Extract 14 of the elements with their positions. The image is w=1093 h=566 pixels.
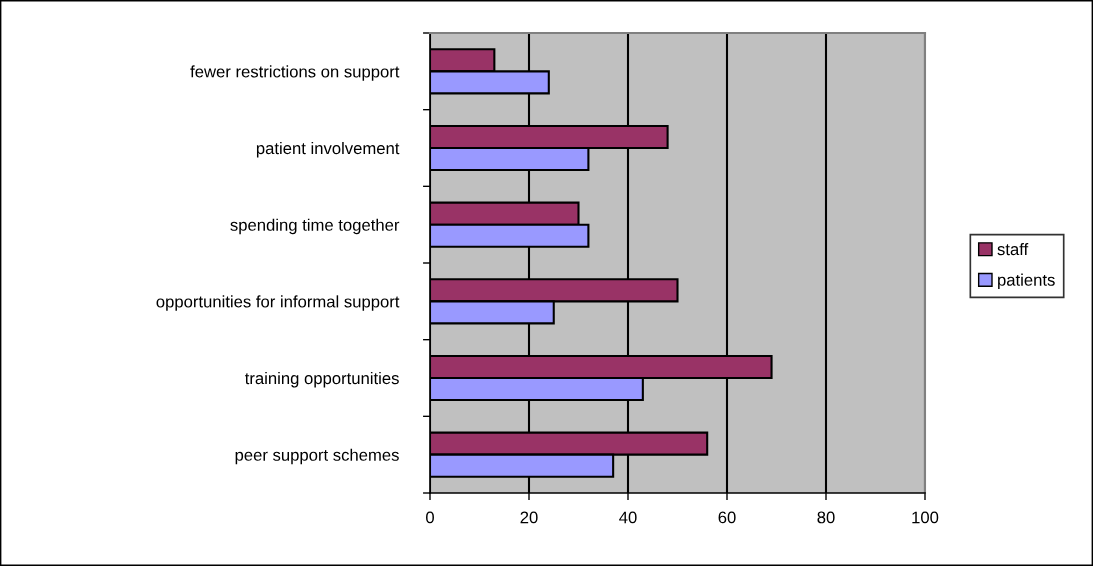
x-tick-label: 20 [520, 511, 538, 524]
x-tick-label: 80 [817, 511, 835, 524]
y-tick-label: peer support schemes [235, 448, 399, 465]
x-tick-label: 0 [426, 511, 434, 524]
x-tick-label: 60 [718, 511, 736, 524]
y-tick-label: opportunities for informal support [156, 295, 400, 311]
y-tick-label: training opportunities [244, 371, 399, 388]
y-tick-label: fewer restrictions on support [190, 65, 400, 81]
legend-label: patients [998, 273, 1055, 290]
x-tick-label: 40 [619, 511, 637, 524]
y-tick-label: spending time together [230, 218, 400, 235]
x-tick-label: 100 [912, 511, 939, 524]
legend-label: staff [997, 242, 1029, 256]
y-tick-label: patient involvement [256, 141, 400, 158]
